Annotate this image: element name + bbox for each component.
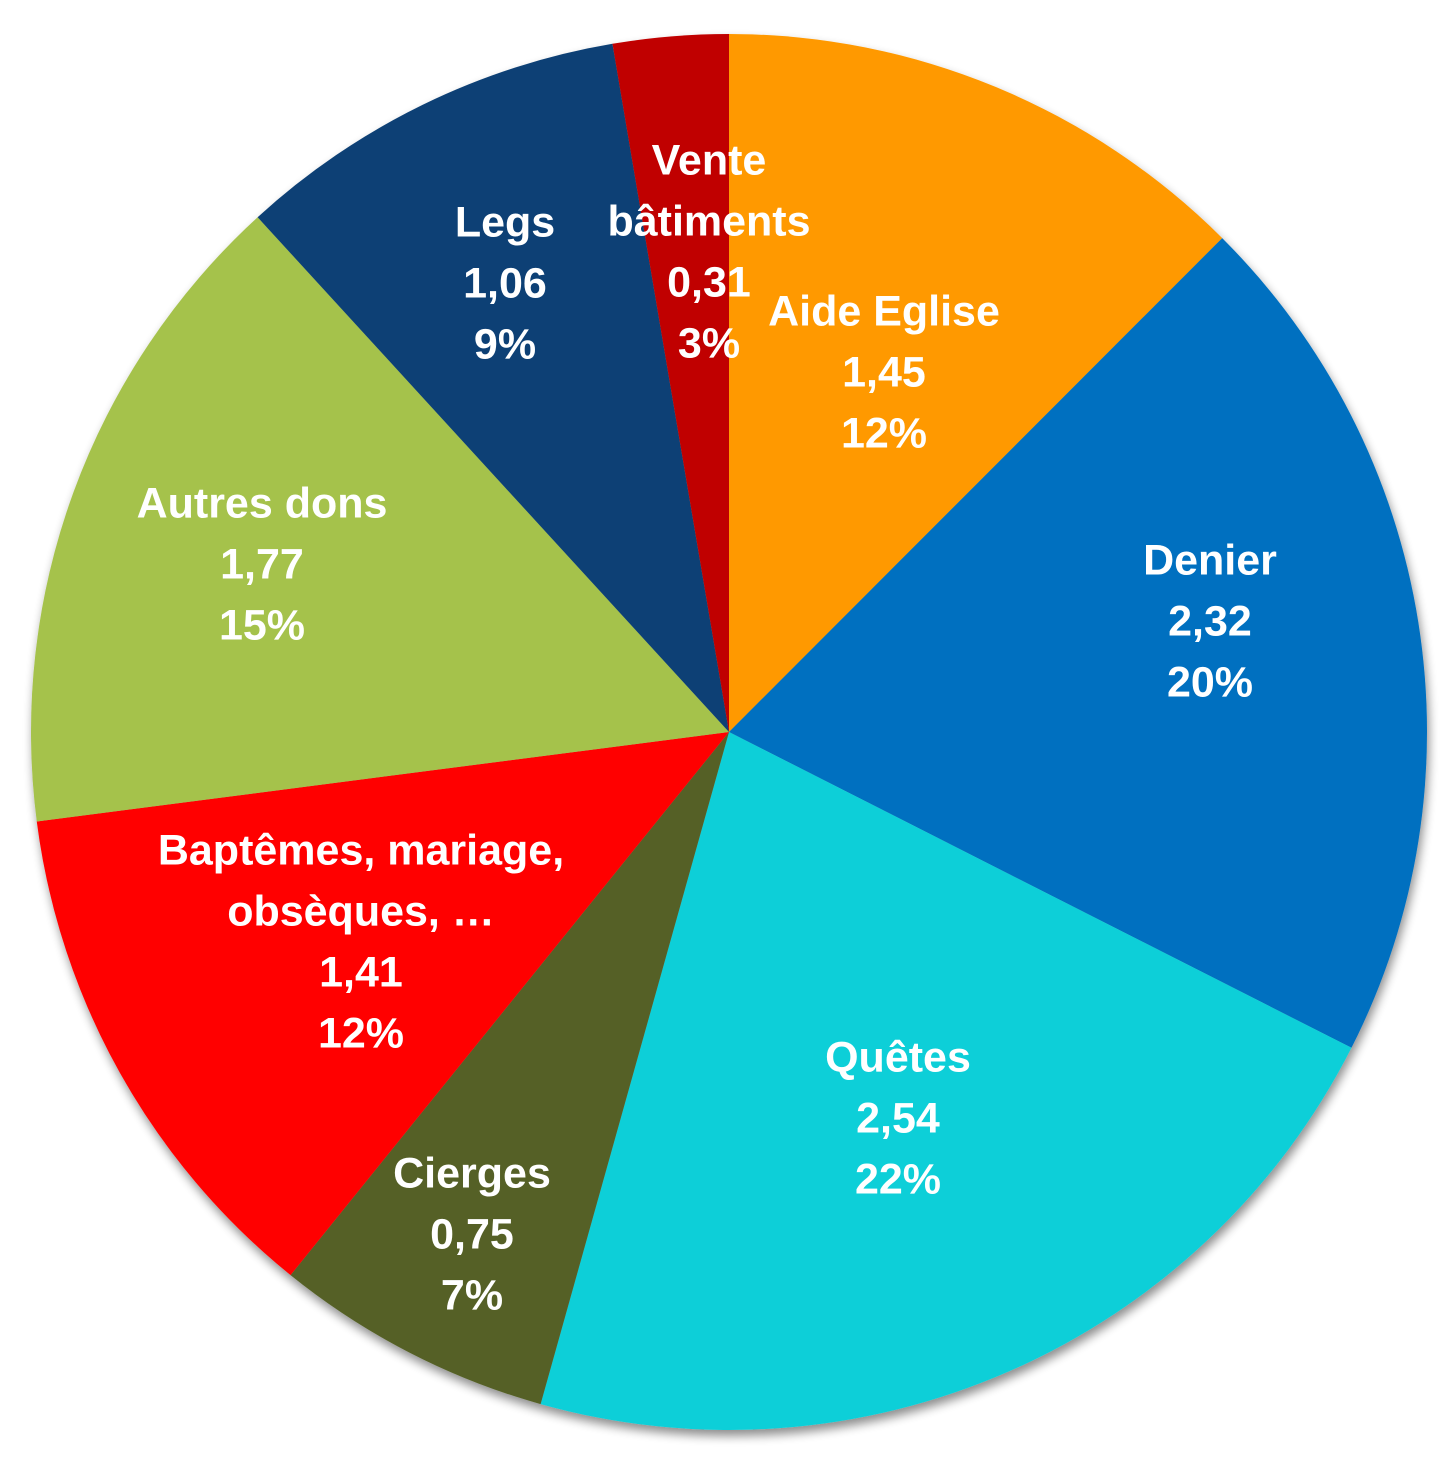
pie-slice-5 — [31, 217, 729, 822]
pie-slice-4 — [36, 732, 729, 1276]
slice-label-5: Autres dons 1,77 15% — [137, 479, 388, 649]
slice-0-category-label: Aide Eglise — [768, 287, 1000, 335]
slice-label-0: Aide Eglise 1,45 12% — [768, 287, 1000, 457]
slice-7-value-label: 0,31 — [667, 258, 751, 306]
slice-label-7: Vente bâtiments 0,31 3% — [607, 136, 810, 367]
slice-6-category-label: Legs — [455, 198, 555, 246]
slice-label-2: Quêtes 2,54 22% — [825, 1033, 971, 1203]
slice-0-value-label: 1,45 — [842, 348, 926, 396]
pie-slice-6 — [257, 43, 729, 733]
slice-1-value-label: 2,32 — [1168, 597, 1252, 645]
slice-1-category-label: Denier — [1143, 536, 1277, 584]
slice-7-category-label: bâtiments — [607, 197, 810, 245]
pie-slice-2 — [540, 732, 1352, 1430]
slice-0-percent-label: 12% — [841, 409, 927, 457]
slice-3-percent-label: 7% — [441, 1271, 503, 1319]
slice-6-percent-label: 9% — [474, 320, 536, 368]
pie-slices — [31, 34, 1428, 1430]
slice-7-percent-label: 3% — [678, 319, 740, 367]
pie-slice-3 — [290, 732, 729, 1405]
slice-1-percent-label: 20% — [1167, 658, 1253, 706]
pie-slice-0 — [729, 34, 1223, 732]
slice-3-value-label: 0,75 — [430, 1210, 514, 1258]
slice-label-3: Cierges 0,75 7% — [393, 1149, 551, 1319]
pie-data-labels: Aide Eglise 1,45 12% Denier 2,32 20% Quêtes 2,5… — [137, 136, 1278, 1319]
slice-5-value-label: 1,77 — [220, 540, 304, 588]
slice-4-value-label: 1,41 — [319, 948, 403, 996]
slice-6-value-label: 1,06 — [463, 259, 547, 307]
slice-5-percent-label: 15% — [219, 601, 305, 649]
slice-label-6: Legs 1,06 9% — [455, 198, 555, 368]
slice-2-percent-label: 22% — [855, 1155, 941, 1203]
slice-5-category-label: Autres dons — [137, 479, 388, 527]
slice-3-category-label: Cierges — [393, 1149, 551, 1197]
pie-slice-7 — [612, 34, 729, 732]
pie-slice-1 — [729, 238, 1428, 1048]
slice-4-category-label: Baptêmes, mariage, — [158, 826, 564, 874]
slice-label-4: Baptêmes, mariage, obsèques, … 1,41 12% — [158, 826, 564, 1057]
slice-2-value-label: 2,54 — [856, 1094, 940, 1142]
slice-7-category-label: Vente — [652, 136, 767, 184]
slice-4-category-label: obsèques, … — [227, 887, 495, 935]
slice-label-1: Denier 2,32 20% — [1143, 536, 1277, 706]
slice-2-category-label: Quêtes — [825, 1033, 971, 1081]
slice-4-percent-label: 12% — [318, 1009, 404, 1057]
